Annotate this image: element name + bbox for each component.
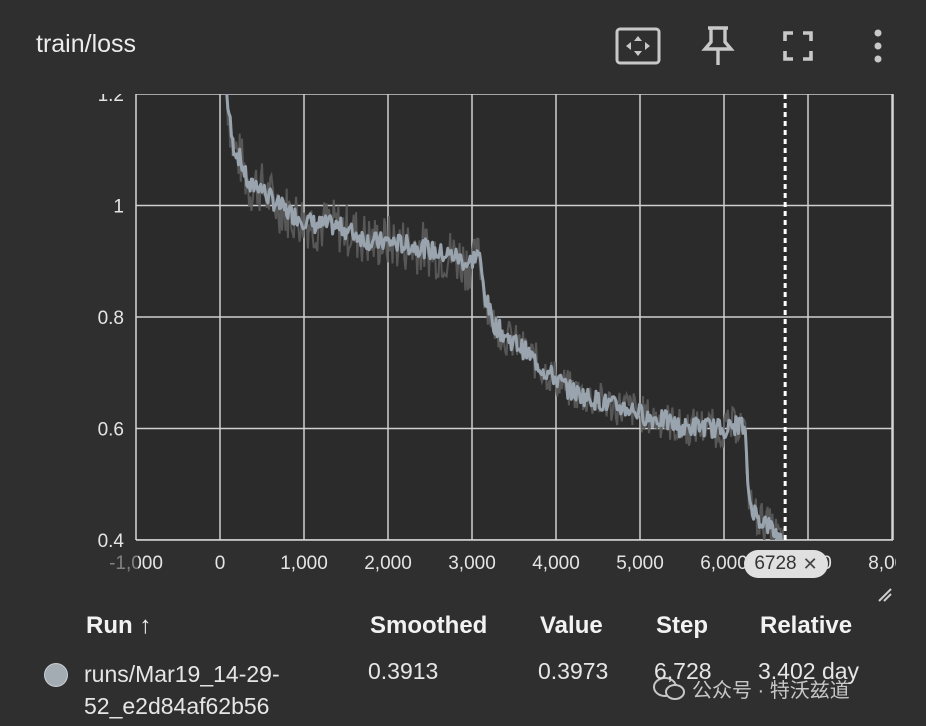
more-vertical-icon (874, 29, 882, 63)
table-row: runs/Mar19_14-29-52_e2d84af62b56 0.3913 … (0, 656, 926, 720)
value-column-header[interactable]: Value (540, 612, 603, 639)
x-tick-label: 1,000 (280, 553, 328, 574)
hover-step-value: 6728 (754, 553, 797, 574)
smoothed-series-line (225, 94, 783, 540)
top-mask (0, 84, 926, 94)
x-tick-label: 6,000 (700, 553, 748, 574)
hover-step-badge[interactable]: 6728 ✕ (744, 550, 828, 578)
resize-handle-icon[interactable] (876, 586, 894, 604)
smoothed-column-header[interactable]: Smoothed (370, 612, 488, 639)
fullscreen-button[interactable] (774, 24, 822, 68)
run-column-header[interactable]: Run ↑ (86, 612, 152, 639)
run-name: runs/Mar19_14-29-52_e2d84af62b56 (84, 661, 280, 719)
y-tick-label: 1 (113, 197, 124, 218)
left-label-mask (0, 548, 138, 588)
pin-icon (701, 26, 735, 65)
watermark-text: 公众号 · 特沃兹道 (692, 680, 850, 702)
y-tick-label: 0.8 (98, 308, 124, 329)
fullscreen-icon (783, 31, 813, 61)
raw-value: 0.3973 (538, 658, 609, 684)
fit-domain-icon (615, 27, 661, 65)
y-tick-label: 0.4 (98, 531, 125, 552)
x-tick-label: 3,000 (448, 553, 496, 574)
x-tick-label: 0 (215, 553, 226, 574)
pin-button[interactable] (694, 24, 742, 68)
relative-value: 3.402 day (758, 658, 860, 684)
smoothed-value: 0.3913 (368, 658, 439, 684)
run-table-header: Run ↑ Smoothed Value Step Relative (0, 612, 926, 644)
step-column-header[interactable]: Step (656, 612, 709, 639)
line-chart[interactable]: 0.40.60.811.2-1,00001,0002,0003,0004,000… (0, 84, 926, 594)
wechat-icon (653, 676, 685, 700)
watermark: 公众号 · 特沃兹道 (652, 674, 850, 703)
run-color-swatch[interactable] (44, 663, 68, 687)
card-title: train/loss (36, 30, 137, 58)
close-icon[interactable]: ✕ (802, 553, 818, 574)
x-tick-label: 5,000 (616, 553, 664, 574)
x-tick-label: 4,000 (532, 553, 580, 574)
y-tick-label: 0.6 (98, 420, 124, 441)
fit-domain-button[interactable] (614, 24, 662, 68)
step-value: 6,728 (654, 658, 712, 684)
x-tick-label: 2,000 (364, 553, 412, 574)
right-label-mask (896, 548, 926, 588)
relative-column-header[interactable]: Relative (760, 612, 853, 639)
more-options-button[interactable] (854, 24, 902, 68)
sort-ascending-icon: ↑ (139, 612, 152, 639)
